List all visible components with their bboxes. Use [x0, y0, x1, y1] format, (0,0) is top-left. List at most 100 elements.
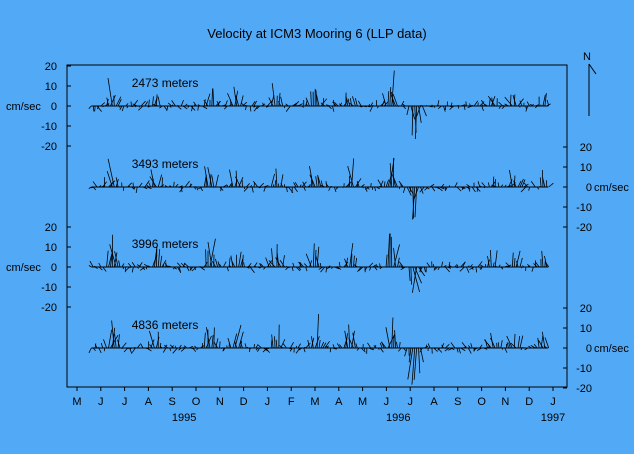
velocity-stick: [548, 182, 554, 188]
velocity-stick: [424, 186, 429, 191]
velocity-stick: [538, 185, 541, 188]
velocity-stick: [96, 105, 102, 112]
velocity-stick: [471, 186, 476, 193]
y-tick-label: 10: [580, 162, 592, 174]
month-tick-label: J: [265, 396, 271, 408]
velocity-stick: [466, 266, 470, 273]
velocity-stick: [251, 186, 254, 193]
month-tick-label: M: [72, 396, 81, 408]
velocity-stick: [444, 347, 450, 352]
velocity-stick: [510, 342, 517, 349]
velocity-stick: [426, 262, 431, 268]
velocity-stick: [481, 105, 484, 111]
velocity-stick: [144, 180, 150, 188]
velocity-stick: [235, 95, 240, 107]
unit-label: cm/sec: [594, 182, 629, 194]
velocity-stick: [278, 92, 281, 107]
velocity-stick: [520, 347, 523, 351]
velocity-stick: [445, 266, 450, 273]
velocity-stick: [486, 186, 488, 188]
velocity-stick: [531, 266, 534, 272]
velocity-stick: [92, 105, 95, 112]
velocity-stick: [480, 99, 486, 107]
velocity-stick: [410, 266, 412, 285]
velocity-stick: [228, 265, 232, 268]
velocity-stick: [230, 255, 234, 268]
velocity-stick: [504, 184, 507, 188]
velocity-stick: [142, 266, 146, 271]
velocity-stick: [316, 246, 320, 268]
velocity-stick: [148, 99, 150, 107]
velocity-stick: [445, 344, 450, 349]
velocity-stick: [366, 186, 370, 190]
velocity-stick: [88, 105, 92, 109]
velocity-stick: [176, 262, 182, 268]
velocity-stick: [88, 347, 92, 354]
velocity-stick: [481, 182, 486, 188]
velocity-stick: [272, 184, 275, 188]
velocity-stick: [305, 266, 308, 272]
velocity-stick: [529, 104, 534, 107]
velocity-stick: [337, 266, 339, 268]
velocity-stick: [187, 105, 190, 108]
velocity-stick: [220, 186, 222, 192]
velocity-stick: [215, 258, 218, 268]
velocity-stick: [500, 184, 504, 188]
month-tick-label: A: [430, 396, 438, 408]
velocity-stick: [114, 251, 119, 268]
velocity-stick: [94, 343, 97, 349]
velocity-stick: [132, 186, 136, 190]
month-tick-label: J: [384, 396, 390, 408]
velocity-stick: [363, 347, 366, 351]
velocity-stick: [479, 266, 481, 270]
velocity-stick: [240, 95, 244, 107]
depth-label: 2473 meters: [132, 76, 199, 90]
velocity-stick: [133, 99, 139, 107]
velocity-stick: [211, 88, 213, 107]
velocity-stick: [110, 334, 119, 349]
velocity-stick: [253, 262, 258, 268]
velocity-stick: [289, 347, 293, 352]
month-tick-label: A: [145, 396, 153, 408]
velocity-stick: [489, 250, 492, 268]
velocity-stick: [191, 105, 194, 112]
velocity-stick: [487, 95, 496, 107]
velocity-stick: [106, 250, 109, 268]
panel-3: 3996 meters 20 10 0 -10 -20 cm/sec: [6, 222, 550, 314]
velocity-stick: [265, 185, 268, 188]
velocity-stick: [109, 244, 117, 268]
velocity-stick: [541, 331, 546, 349]
velocity-stick: [515, 250, 521, 268]
velocity-stick: [516, 260, 519, 268]
velocity-stick: [379, 266, 383, 270]
velocity-stick: [103, 339, 107, 349]
y-tick-label: -20: [41, 141, 57, 153]
velocity-stick: [128, 185, 130, 188]
velocity-stick: [423, 266, 426, 272]
velocity-stick: [107, 158, 115, 188]
velocity-stick: [138, 105, 144, 111]
velocity-stick: [439, 186, 445, 190]
velocity-stick: [333, 186, 337, 193]
velocity-stick: [224, 105, 228, 110]
velocity-stick: [217, 100, 221, 107]
velocity-stick: [297, 266, 302, 270]
velocity-stick: [443, 105, 446, 112]
velocity-stick: [530, 181, 536, 188]
velocity-stick: [398, 180, 404, 188]
velocity-stick: [92, 181, 98, 188]
velocity-stick: [402, 186, 406, 193]
velocity-stick: [513, 257, 516, 268]
velocity-stick: [88, 265, 92, 268]
velocity-stick: [470, 343, 473, 349]
velocity-stick: [407, 347, 414, 380]
velocity-stick: [280, 96, 284, 107]
velocity-stick: [437, 347, 440, 351]
velocity-stick: [117, 334, 120, 349]
velocity-stick: [143, 263, 149, 268]
velocity-stick: [392, 94, 398, 107]
velocity-stick: [267, 347, 270, 350]
velocity-stick: [259, 182, 265, 188]
velocity-stick: [310, 91, 312, 107]
velocity-stick: [419, 266, 423, 272]
